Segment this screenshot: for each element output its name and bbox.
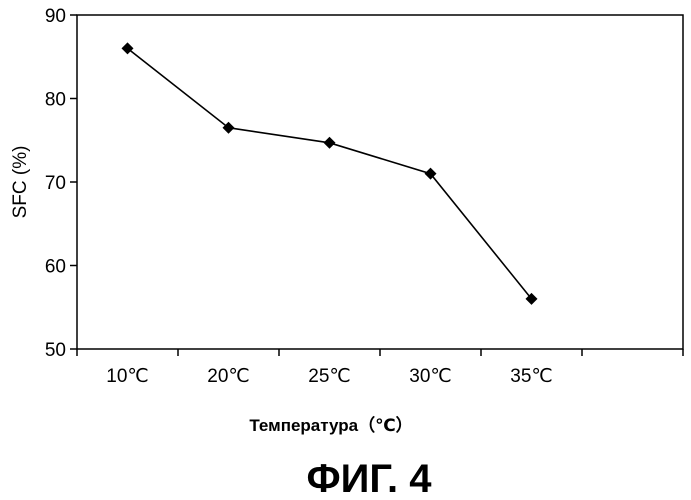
x-tick-label: 30℃ [409,366,451,387]
x-axis-ticks: 10℃ 20℃ 25℃ 30℃ 35℃ [76,349,684,387]
data-point-marker [525,292,538,305]
y-axis-label: SFC (%) [10,146,31,219]
x-tick-label: 35℃ [510,366,552,387]
y-axis-ticks: 50 60 70 80 90 [45,6,77,361]
data-point-marker [424,167,437,180]
figure-caption: ФИГ. 4 [306,457,432,500]
y-tick-label: 50 [45,340,66,361]
x-tick-label: 25℃ [308,366,350,387]
x-tick-label: 20℃ [207,366,249,387]
y-tick-label: 80 [45,90,66,111]
x-axis-label: Температура（℃） [249,415,412,435]
data-markers [121,42,538,305]
data-point-marker [121,42,134,55]
y-tick-label: 90 [45,6,66,27]
y-tick-label: 60 [45,257,66,278]
series-line [127,47,533,300]
data-point-marker [323,136,336,149]
x-tick-label: 10℃ [106,366,148,387]
plot-area [76,14,684,350]
y-tick-label: 70 [45,173,66,194]
data-point-marker [222,121,235,134]
